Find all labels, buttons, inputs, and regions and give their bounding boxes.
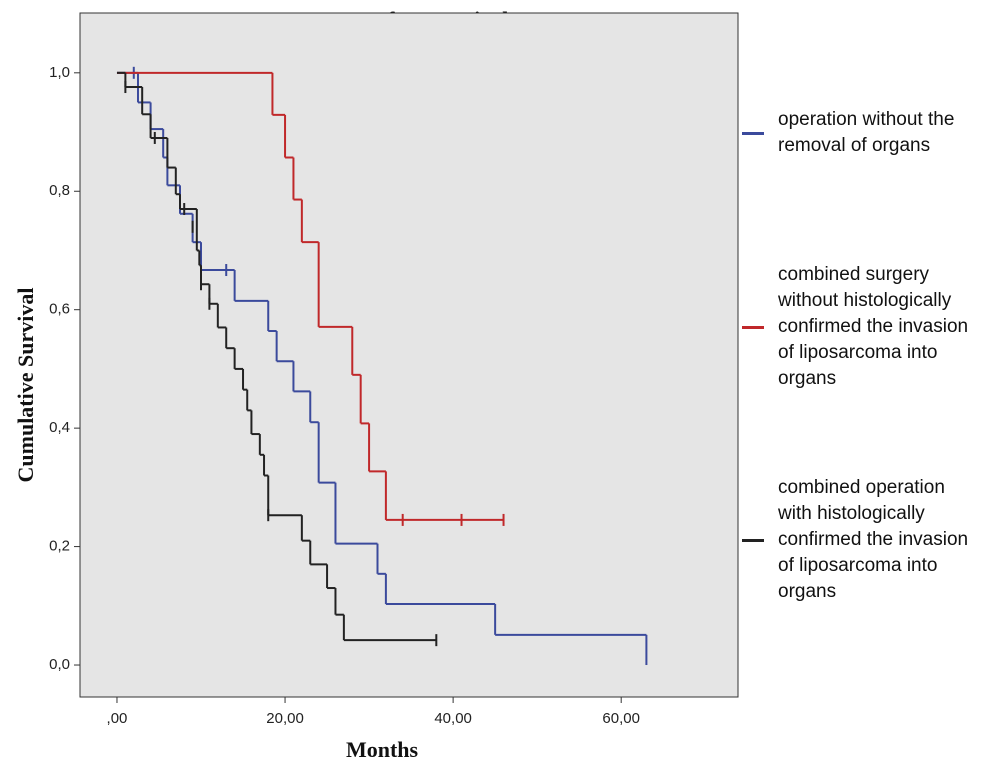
x-tick-label: 40,00 [434,710,472,727]
legend: operation without the removal of organs c… [742,0,987,765]
y-tick-label: 0,4 [49,419,70,436]
y-tick-label: 1,0 [49,64,70,81]
legend-swatch [742,325,764,329]
y-tick-label: 0,8 [49,182,70,199]
legend-label: combined operation with histologically c… [778,477,969,602]
plot-area [79,12,739,698]
y-tick-label: 0,0 [49,656,70,673]
y-tick-label: 0,6 [49,301,70,318]
y-axis-label: Cumulative Survival [13,288,38,483]
legend-label: combined surgery without histologically … [778,264,969,389]
legend-item: operation without the removal of organs [742,107,973,159]
legend-swatch [742,131,764,135]
x-tick-label: ,00 [107,710,128,727]
x-axis-label: Months [346,737,419,762]
y-tick-label: 0,2 [49,538,70,555]
legend-item: combined surgery without histologically … [742,262,973,392]
x-tick-label: 60,00 [602,710,640,727]
legend-item: combined operation with histologically c… [742,475,973,605]
x-tick-label: 20,00 [266,710,304,727]
legend-swatch [742,538,764,542]
legend-label: operation without the removal of organs [778,109,955,156]
